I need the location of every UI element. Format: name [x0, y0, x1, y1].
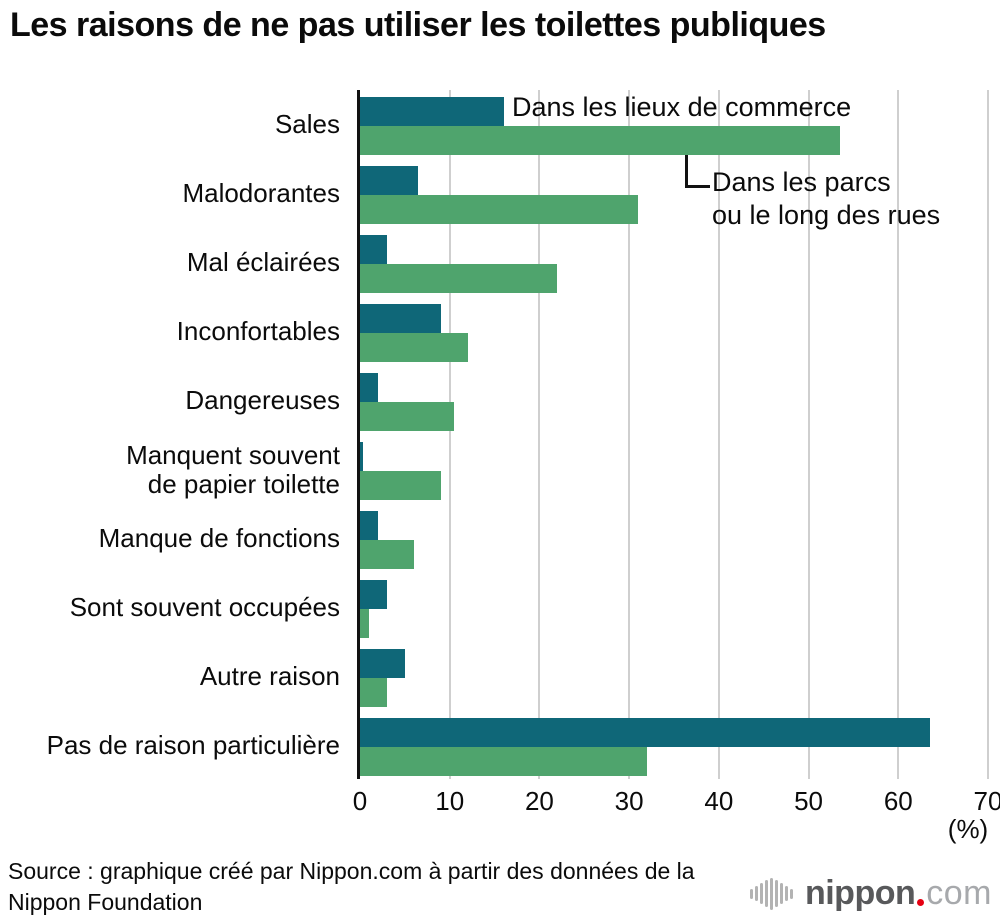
bar-commerce-8 [360, 649, 405, 678]
x-tick-label-30: 30 [614, 786, 644, 816]
soundwave-bar [754, 886, 758, 901]
bar-commerce-1 [360, 166, 419, 195]
bar-parcs-6 [360, 540, 414, 569]
category-label-6: Manque de fonctions [98, 523, 340, 554]
gridline-50 [807, 90, 810, 779]
category-label-7: Sont souvent occupées [69, 592, 340, 623]
gridline-40 [717, 90, 720, 779]
soundwave-bar [789, 888, 793, 899]
category-label-8: Autre raison [199, 661, 340, 692]
soundwave-bar [779, 883, 783, 904]
soundwave-bar [759, 883, 763, 904]
bar-commerce-2 [360, 235, 387, 264]
x-tick-label-60: 60 [883, 786, 913, 816]
soundwave-bar [749, 888, 753, 899]
bar-commerce-4 [360, 373, 378, 402]
x-tick-label-20: 20 [524, 786, 554, 816]
bar-parcs-0 [360, 126, 840, 155]
gridline-30 [628, 90, 631, 779]
gridline-60 [897, 90, 900, 779]
bar-parcs-4 [360, 402, 455, 431]
logo-red-dot-icon [917, 899, 925, 906]
legend-connector-vertical [685, 155, 688, 188]
bar-commerce-5 [360, 442, 363, 471]
x-axis-unit-label: (%) [947, 814, 989, 844]
soundwave-bar [774, 880, 778, 907]
category-label-9: Pas de raison particulière [46, 730, 340, 761]
plot-area: Dans les lieux de commerce Dans les parc… [357, 90, 989, 779]
bar-parcs-1 [360, 195, 639, 224]
x-tick-label-0: 0 [352, 786, 368, 816]
gridline-20 [538, 90, 541, 779]
category-label-1: Malodorantes [182, 178, 340, 209]
y-axis-line [357, 90, 360, 779]
legend-label-series2: Dans les parcs ou le long des rues [712, 167, 941, 230]
category-label-3: Inconfortables [176, 316, 340, 347]
source-text: Source : graphique créé par Nippon.com à… [8, 858, 695, 915]
logo-tld: com [926, 874, 992, 912]
legend-connector-horizontal [685, 185, 710, 188]
gridline-70 [987, 90, 989, 779]
bar-commerce-6 [360, 511, 378, 540]
logo-wordmark: nippon [804, 874, 916, 912]
bar-parcs-5 [360, 471, 441, 500]
category-axis-labels: Sales Malodorantes Mal éclairées Inconforta… [0, 90, 350, 780]
soundwave-bar [769, 877, 773, 910]
category-label-5: Manquent souvent de papier toilette [126, 440, 340, 499]
category-label-2: Mal éclairées [186, 247, 340, 278]
x-tick-label-70: 70 [973, 786, 1000, 816]
bar-parcs-7 [360, 609, 369, 638]
soundwave-bar [784, 886, 788, 901]
category-label-4: Dangereuses [185, 385, 340, 416]
bar-commerce-0 [360, 97, 504, 126]
bar-parcs-2 [360, 264, 558, 293]
chart-title: Les raisons de ne pas utiliser les toile… [10, 6, 826, 44]
category-label-0: Sales [274, 109, 340, 140]
bar-parcs-9 [360, 747, 648, 776]
bar-commerce-3 [360, 304, 441, 333]
bar-parcs-8 [360, 678, 387, 707]
bar-parcs-3 [360, 333, 468, 362]
legend-label-series1: Dans les lieux de commerce [512, 92, 852, 122]
bar-commerce-7 [360, 580, 387, 609]
soundwave-bar [764, 880, 768, 907]
bar-commerce-9 [360, 718, 930, 747]
x-tick-label-40: 40 [704, 786, 734, 816]
gridline-10 [448, 90, 451, 779]
x-tick-label-50: 50 [794, 786, 824, 816]
soundwave-bars-icon [749, 877, 795, 910]
x-tick-label-10: 10 [435, 786, 465, 816]
nippon-logo: nippon com [749, 874, 992, 913]
